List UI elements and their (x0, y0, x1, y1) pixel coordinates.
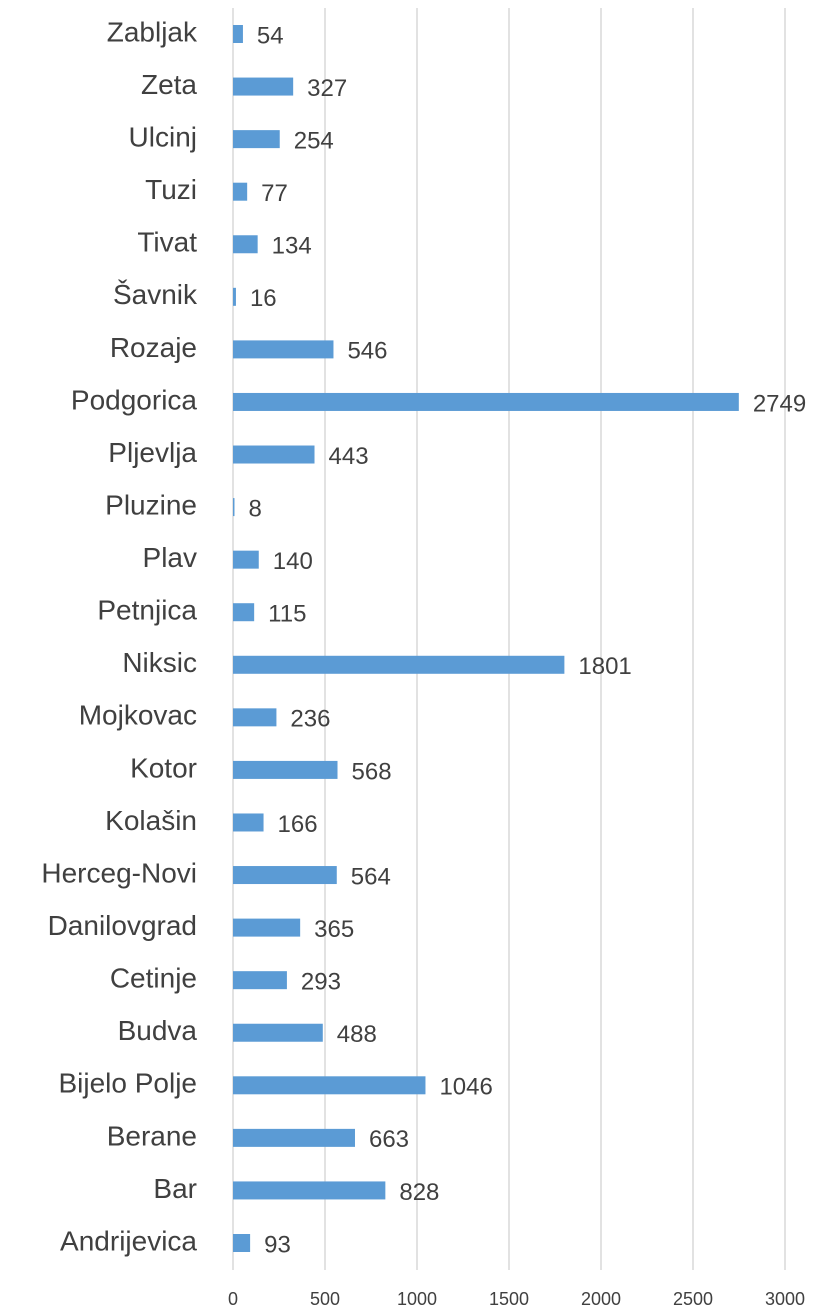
value-label: 564 (351, 863, 391, 890)
x-tick-label: 0 (228, 1289, 238, 1309)
y-tick-label: Petnjica (97, 595, 197, 626)
y-tick-label: Ulcinj (129, 122, 197, 153)
y-tick-label: Zeta (141, 69, 197, 100)
bar (233, 182, 248, 201)
bar (233, 1234, 251, 1252)
value-label: 2749 (753, 390, 806, 417)
x-tick-label: 2000 (581, 1289, 621, 1309)
value-label: 16 (250, 285, 277, 312)
y-tick-label: Kolašin (105, 805, 197, 836)
y-tick-label: Pluzine (105, 489, 197, 520)
bar (233, 445, 315, 464)
bar (233, 235, 258, 254)
y-tick-label: Pljevlja (108, 437, 197, 468)
y-tick-label: Podgorica (71, 384, 198, 415)
bar (233, 708, 277, 727)
bar (233, 130, 280, 149)
y-tick-label: Šavnik (113, 279, 198, 310)
y-tick-label: Danilovgrad (48, 910, 197, 941)
value-label: 568 (352, 758, 392, 785)
bar (233, 1181, 386, 1200)
y-tick-label: Niksic (122, 647, 197, 678)
value-label: 365 (314, 916, 354, 943)
value-label: 293 (301, 969, 341, 996)
x-tick-label: 1500 (489, 1289, 529, 1309)
y-tick-label: Plav (143, 542, 197, 573)
bar (233, 77, 294, 96)
value-label: 140 (273, 548, 313, 575)
y-tick-label: Tivat (137, 227, 197, 258)
bar (233, 1128, 355, 1147)
bar (233, 25, 243, 43)
bar (233, 655, 565, 674)
value-label: 443 (329, 443, 369, 470)
value-label: 1046 (439, 1074, 492, 1101)
value-label: 236 (290, 706, 330, 733)
value-label: 663 (369, 1126, 409, 1153)
bar (233, 340, 334, 359)
y-tick-label: Zabljak (107, 16, 198, 47)
bar (233, 866, 337, 885)
x-tick-label: 1000 (397, 1289, 437, 1309)
value-label: 54 (257, 22, 284, 49)
bar (233, 1076, 426, 1095)
value-label: 93 (264, 1231, 291, 1258)
value-label: 546 (347, 338, 387, 365)
bar (233, 1023, 323, 1042)
value-label: 77 (261, 180, 288, 207)
bar (233, 550, 259, 569)
x-tick-label: 3000 (765, 1289, 805, 1309)
bar (233, 603, 255, 622)
x-tick-label: 2500 (673, 1289, 713, 1309)
y-tick-label: Tuzi (145, 174, 197, 205)
value-label: 1801 (578, 653, 631, 680)
y-tick-label: Cetinje (110, 963, 197, 994)
value-label: 115 (268, 601, 306, 628)
x-tick-label: 500 (310, 1289, 340, 1309)
y-tick-label: Bar (153, 1173, 197, 1204)
y-tick-label: Herceg-Novi (41, 857, 197, 888)
bar (233, 971, 287, 990)
y-tick-label: Rozaje (110, 332, 197, 363)
value-label: 134 (272, 233, 312, 260)
bar (233, 287, 236, 306)
y-tick-label: Budva (118, 1015, 198, 1046)
bar (233, 760, 338, 779)
bar (233, 813, 264, 832)
value-label: 488 (337, 1021, 377, 1048)
y-tick-label: Mojkovac (79, 700, 197, 731)
bar (233, 498, 235, 517)
y-tick-label: Kotor (130, 752, 197, 783)
value-label: 254 (294, 127, 334, 154)
y-tick-label: Andrijevica (60, 1225, 197, 1256)
bar (233, 392, 739, 411)
value-label: 327 (307, 75, 347, 102)
value-label: 166 (278, 811, 318, 838)
value-label: 8 (248, 495, 261, 522)
y-tick-label: Bijelo Polje (58, 1068, 197, 1099)
bar (233, 918, 301, 937)
y-tick-label: Berane (107, 1120, 197, 1151)
value-label: 828 (399, 1179, 439, 1206)
